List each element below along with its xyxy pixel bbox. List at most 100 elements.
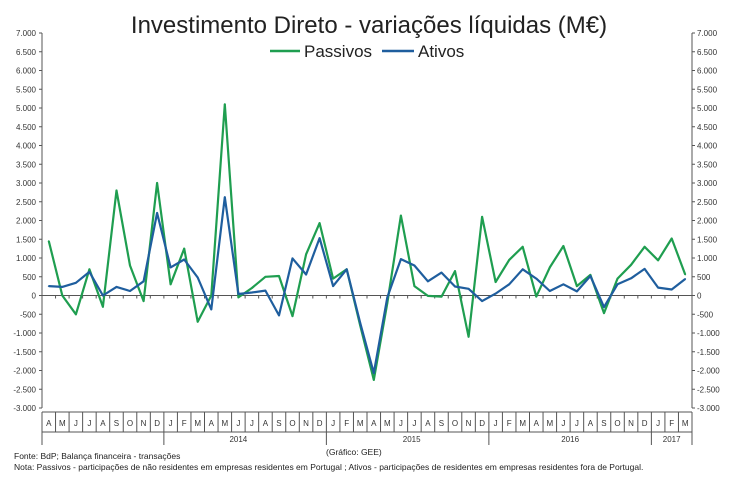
x-tick-label: F	[182, 419, 187, 428]
data-point-ativos	[440, 271, 443, 274]
data-point-passivos	[291, 315, 294, 318]
data-point-ativos	[196, 276, 199, 279]
data-point-passivos	[467, 335, 470, 338]
data-point-passivos	[548, 266, 551, 269]
series-layer	[47, 103, 687, 381]
y-tick-label-left: 5.500	[16, 85, 37, 94]
x-tick-label: J	[561, 419, 565, 428]
x-tick-label: A	[46, 419, 52, 428]
x-tick-label: M	[546, 419, 553, 428]
data-point-passivos	[603, 312, 605, 315]
x-tick-label: S	[276, 419, 281, 428]
x-tick-label: D	[642, 419, 648, 428]
x-tick-label: M	[384, 419, 391, 428]
data-point-ativos	[657, 286, 660, 289]
data-point-ativos	[603, 306, 605, 309]
data-point-ativos	[575, 290, 578, 293]
x-tick-label: M	[221, 419, 228, 428]
data-point-passivos	[535, 295, 538, 298]
data-point-passivos	[47, 240, 50, 243]
y-axis-right: -3.000 -2.500 -2.000 -1.500 -1.000 -500 0 500 1.…	[691, 29, 720, 413]
data-point-passivos	[74, 313, 77, 316]
x-tick-label: J	[250, 419, 254, 428]
data-point-passivos	[196, 320, 199, 323]
data-point-passivos	[305, 253, 307, 256]
data-point-passivos	[630, 263, 632, 266]
data-point-ativos	[684, 278, 687, 280]
data-point-ativos	[372, 372, 375, 375]
data-point-passivos	[427, 294, 429, 297]
data-point-ativos	[643, 267, 646, 270]
y-tick-label-left: 1.000	[16, 254, 37, 263]
year-label: 2017	[663, 435, 681, 444]
data-point-passivos	[169, 283, 172, 286]
x-tick-label: A	[100, 419, 106, 428]
data-point-passivos	[332, 277, 335, 280]
y-tick-label-right: -2.500	[697, 385, 720, 394]
data-point-ativos	[169, 266, 172, 269]
x-tick-label: J	[494, 419, 498, 428]
data-point-ativos	[535, 277, 538, 280]
x-tick-label: J	[74, 419, 78, 428]
data-point-passivos	[115, 189, 118, 192]
data-point-ativos	[156, 212, 159, 214]
series-line-passivos	[47, 103, 687, 381]
x-tick-label: J	[169, 419, 173, 428]
x-tick-label: N	[466, 419, 472, 428]
x-tick-label: S	[114, 419, 119, 428]
y-tick-label-left: -3.000	[13, 404, 36, 413]
y-tick-label-right: 5.500	[697, 85, 718, 94]
y-tick-label-right: 2.000	[697, 217, 718, 226]
x-tick-label: M	[682, 419, 689, 428]
y-tick-label-right: 4.500	[697, 123, 718, 132]
y-tick-label-left: 500	[23, 273, 37, 282]
footer-note: Nota: Passivos - participações de não re…	[14, 462, 644, 472]
y-tick-label-right: 6.500	[697, 48, 718, 57]
data-point-ativos	[427, 280, 429, 283]
data-point-passivos	[264, 275, 267, 278]
legend-label-ativos: Ativos	[418, 42, 464, 61]
data-point-passivos	[616, 277, 619, 280]
x-tick-label: O	[452, 419, 458, 428]
legend-label-passivos: Passivos	[304, 42, 372, 61]
x-tick-label: N	[628, 419, 634, 428]
y-tick-label-right: 3.500	[697, 160, 718, 169]
data-point-passivos	[494, 281, 497, 283]
x-tick-label: O	[289, 419, 295, 428]
data-point-ativos	[237, 293, 240, 295]
y-tick-label-left: 4.500	[16, 123, 37, 132]
x-tick-label: M	[357, 419, 364, 428]
data-point-ativos	[129, 290, 131, 292]
data-point-ativos	[454, 285, 456, 288]
y-tick-label-left: 6.500	[16, 48, 37, 57]
data-point-ativos	[318, 237, 321, 240]
y-tick-label-right: 0	[697, 292, 702, 301]
chart-title: Investimento Direto - variações líquidas…	[131, 12, 607, 39]
data-point-ativos	[481, 300, 484, 303]
data-point-ativos	[332, 285, 335, 288]
x-tick-label: M	[519, 419, 526, 428]
data-point-passivos	[278, 275, 280, 277]
data-point-ativos	[386, 296, 389, 299]
data-point-ativos	[508, 283, 511, 286]
x-tick-label: F	[344, 419, 349, 428]
data-point-passivos	[454, 270, 456, 273]
data-point-passivos	[670, 237, 673, 240]
data-point-passivos	[102, 305, 104, 308]
x-tick-label: M	[59, 419, 66, 428]
y-tick-label-right: -3.000	[697, 404, 720, 413]
x-tick-label: A	[209, 419, 215, 428]
x-tick-label: J	[87, 419, 91, 428]
x-tick-label: N	[141, 419, 147, 428]
data-point-ativos	[413, 264, 416, 267]
x-tick-label: O	[614, 419, 620, 428]
y-tick-label-left: 3.000	[16, 179, 37, 188]
data-point-ativos	[61, 285, 64, 288]
y-tick-label-left: -1.500	[13, 348, 36, 357]
legend: Passivos Ativos	[270, 42, 464, 61]
x-tick-label: J	[236, 419, 240, 428]
y-tick-label-left: -500	[20, 310, 37, 319]
y-tick-label-left: 2.000	[16, 217, 37, 226]
data-point-passivos	[129, 264, 131, 267]
